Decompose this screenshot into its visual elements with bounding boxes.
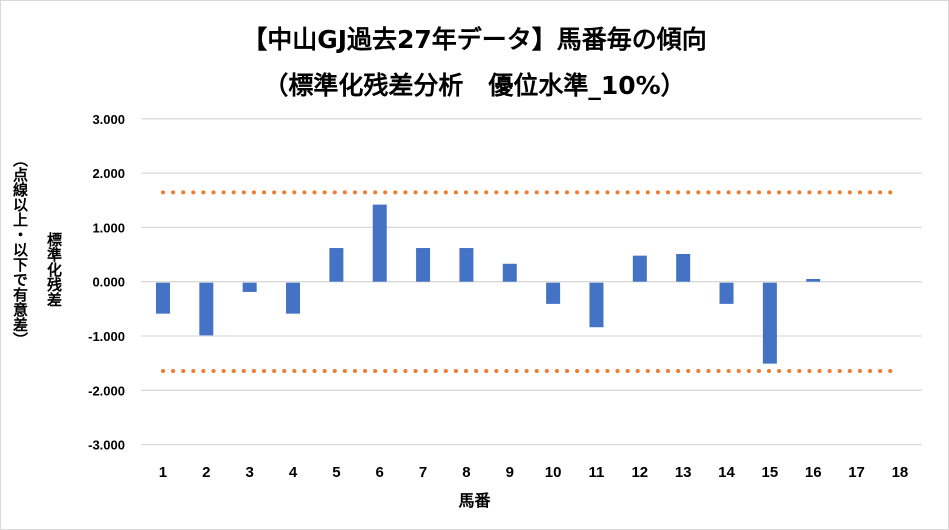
bar bbox=[719, 282, 734, 304]
x-tick-label: 17 bbox=[848, 464, 865, 481]
bar bbox=[329, 248, 344, 282]
bar bbox=[372, 204, 387, 282]
x-tick-label: 14 bbox=[718, 464, 735, 481]
y-tick-label: 1.000 bbox=[92, 220, 125, 235]
x-tick-label: 11 bbox=[589, 464, 605, 481]
bar bbox=[199, 282, 214, 336]
y-tick-label: -1.000 bbox=[88, 329, 125, 344]
x-tick-label: 1 bbox=[159, 464, 167, 481]
x-tick-label: 12 bbox=[631, 464, 648, 481]
bar bbox=[242, 282, 257, 292]
x-tick-label: 15 bbox=[762, 464, 779, 481]
y-tick-label: 2.000 bbox=[92, 166, 125, 181]
y-tick-label: 3.000 bbox=[92, 112, 125, 127]
x-tick-label: 7 bbox=[419, 464, 427, 481]
x-tick-label: 13 bbox=[675, 464, 692, 481]
bar bbox=[762, 282, 777, 364]
x-tick-label: 4 bbox=[289, 464, 298, 481]
bar bbox=[806, 278, 821, 282]
x-tick-label: 2 bbox=[202, 464, 210, 481]
bar bbox=[676, 254, 691, 282]
chart-title-line1: 【中山GJ過去27年データ】馬番毎の傾向 bbox=[242, 25, 707, 54]
y-tick-label: -3.000 bbox=[88, 438, 125, 453]
x-tick-label: 9 bbox=[506, 464, 514, 481]
bar bbox=[286, 282, 301, 314]
x-tick-label: 3 bbox=[246, 464, 254, 481]
chart-title-line2: （標準化残差分析 優位水準_10%） bbox=[263, 71, 686, 100]
y-tick-label: 0.000 bbox=[92, 275, 125, 290]
x-tick-label: 16 bbox=[805, 464, 822, 481]
x-tick-label: 5 bbox=[332, 464, 340, 481]
bar bbox=[589, 282, 604, 328]
bar bbox=[502, 263, 517, 282]
x-tick-label: 10 bbox=[545, 464, 562, 481]
bar bbox=[632, 255, 647, 282]
bar bbox=[546, 282, 561, 304]
x-tick-label: 6 bbox=[376, 464, 384, 481]
x-tick-label: 8 bbox=[462, 464, 470, 481]
x-tick-label: 18 bbox=[892, 464, 909, 481]
bar bbox=[416, 248, 431, 282]
bar bbox=[459, 248, 474, 282]
x-axis-label: 馬番 bbox=[458, 491, 491, 510]
y-axis-label-note: （点線以上・以下で有意差） bbox=[11, 152, 29, 347]
bar bbox=[155, 282, 170, 314]
y-tick-label: -2.000 bbox=[88, 383, 125, 398]
y-axis-label: 標準化残差 bbox=[45, 232, 63, 307]
